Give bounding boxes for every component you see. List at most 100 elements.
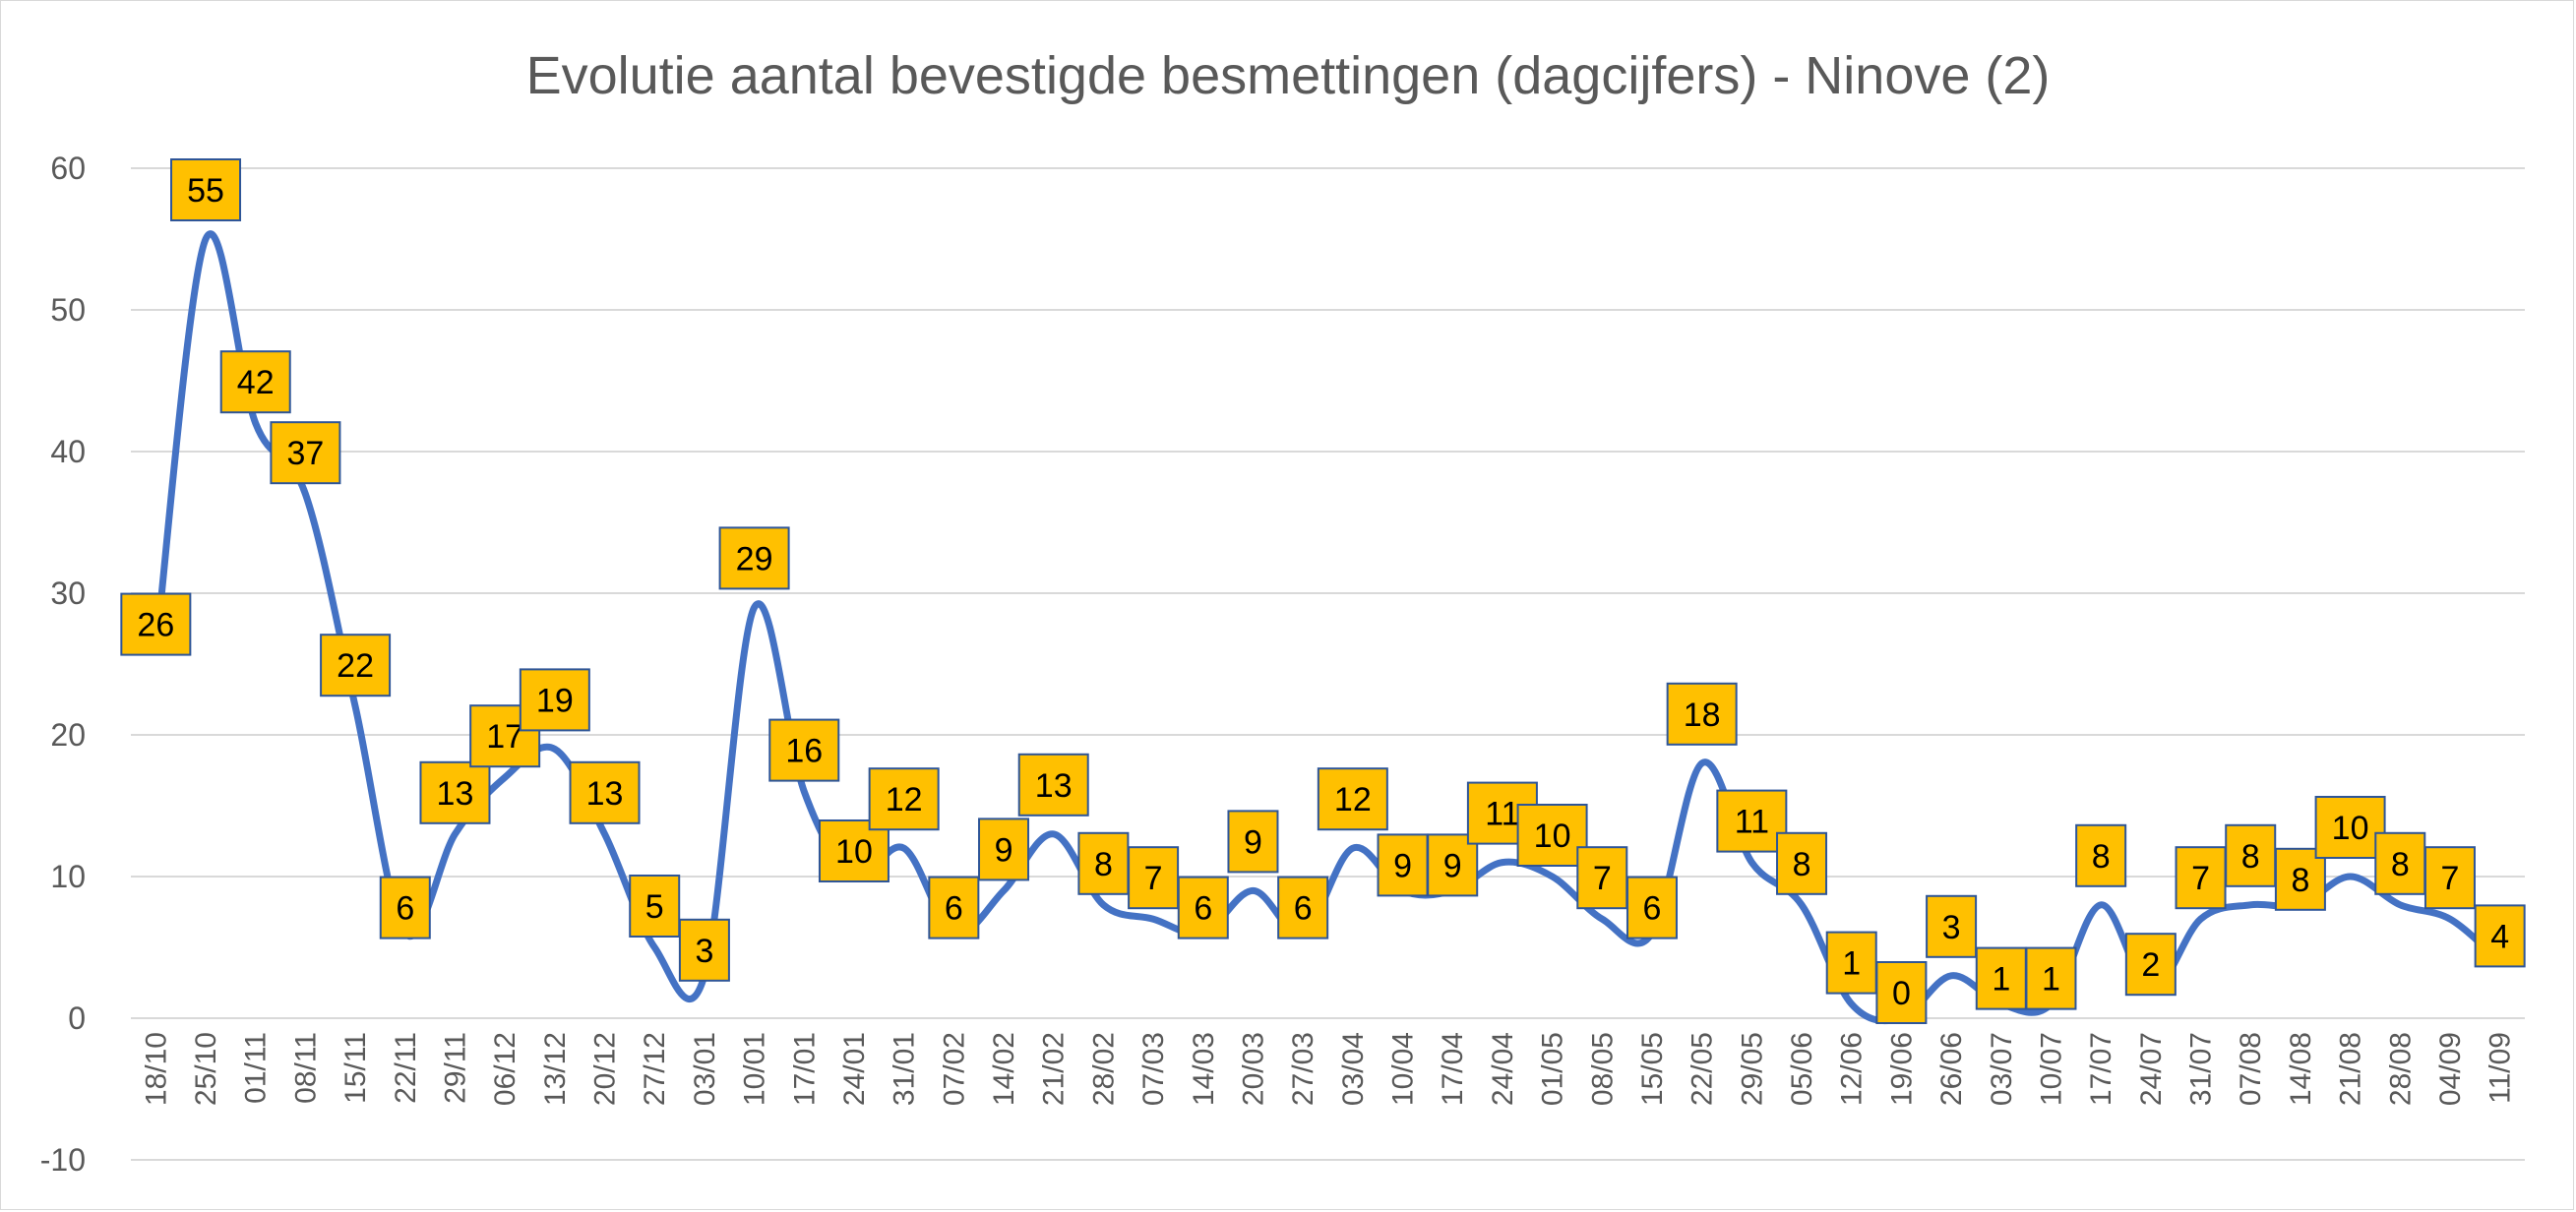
x-tick-label: 24/07 xyxy=(2135,1032,2168,1106)
x-tick-label: 14/08 xyxy=(2285,1032,2317,1106)
data-label-value: 13 xyxy=(586,775,624,813)
data-label-value: 26 xyxy=(137,607,174,644)
x-tick-label: 15/05 xyxy=(1636,1032,1669,1106)
x-tick-label: 27/12 xyxy=(639,1032,671,1106)
data-label-box xyxy=(1227,810,1279,874)
y-tick-label: 0 xyxy=(68,1000,86,1036)
data-label: 9 xyxy=(1227,810,1279,874)
data-label-value: 18 xyxy=(1684,697,1721,734)
data-label: 6 xyxy=(1277,876,1329,939)
data-label: 9 xyxy=(1427,833,1479,897)
data-label: 2 xyxy=(2124,933,2177,997)
x-tick-label: 13/12 xyxy=(539,1032,572,1106)
data-label-box xyxy=(2124,933,2177,997)
x-tick-label: 04/09 xyxy=(2434,1032,2467,1106)
x-tick-label: 24/04 xyxy=(1487,1032,1519,1106)
data-label-box xyxy=(1177,876,1229,939)
data-label-value: 12 xyxy=(886,781,923,818)
data-label-value: 10 xyxy=(1534,818,1571,855)
data-label-value: 4 xyxy=(2490,918,2509,955)
x-tick-label: 17/04 xyxy=(1437,1032,1469,1106)
data-label-box xyxy=(379,876,431,939)
x-tick-label: 26/06 xyxy=(1935,1032,1968,1106)
data-label: 0 xyxy=(1875,961,1928,1024)
data-label-value: 1 xyxy=(1842,945,1861,983)
x-tick-label: 01/05 xyxy=(1537,1032,1569,1106)
data-label-box xyxy=(469,704,541,768)
data-label-value: 12 xyxy=(1334,781,1372,818)
data-label: 10 xyxy=(1516,804,1588,867)
data-label-box xyxy=(2474,904,2526,968)
data-label-box xyxy=(1576,846,1628,910)
data-label-value: 6 xyxy=(1643,890,1662,928)
data-label-box xyxy=(678,918,730,982)
y-tick-label: 50 xyxy=(50,292,86,328)
x-tick-label: 03/04 xyxy=(1337,1032,1370,1106)
data-label-box xyxy=(1625,876,1678,939)
data-label-value: 3 xyxy=(695,933,713,970)
data-label: 13 xyxy=(569,760,641,824)
x-tick-label: 28/08 xyxy=(2384,1032,2417,1106)
data-label-value: 9 xyxy=(995,831,1013,869)
data-label-box xyxy=(569,760,641,824)
data-label-box xyxy=(1776,831,1828,895)
data-label: 9 xyxy=(1377,833,1429,897)
data-label-box xyxy=(170,158,242,221)
data-label: 8 xyxy=(2225,823,2277,887)
data-label-box xyxy=(1716,789,1788,853)
data-label-box xyxy=(1017,753,1089,817)
data-label-box xyxy=(928,876,980,939)
x-tick-label: 11/09 xyxy=(2484,1032,2517,1104)
data-label: 11 xyxy=(1716,789,1788,853)
data-label-box xyxy=(519,668,590,732)
data-label-value: 5 xyxy=(645,888,664,926)
x-tick-label: 05/06 xyxy=(1786,1032,1818,1106)
x-axis-tick-labels: 18/10 25/10 01/11 08/11 15/11 22/11 29/11 06/12… xyxy=(140,1032,2516,1106)
data-label-value: 9 xyxy=(1244,823,1262,861)
data-label: 5 xyxy=(629,875,681,938)
data-label-box xyxy=(629,875,681,938)
data-label-box xyxy=(1516,804,1588,867)
y-tick-label: 20 xyxy=(50,717,86,753)
data-label: 7 xyxy=(2175,846,2227,910)
data-label: 16 xyxy=(768,718,840,782)
data-label-value: 11 xyxy=(1735,804,1769,841)
data-label-box xyxy=(868,767,940,831)
data-label-value: 6 xyxy=(1194,890,1212,928)
data-label: 8 xyxy=(2075,823,2127,887)
data-label-box xyxy=(978,818,1030,881)
y-tick-label: 30 xyxy=(50,576,86,611)
data-label: 37 xyxy=(270,421,341,485)
data-label: 1 xyxy=(1825,931,1877,995)
data-label: 26 xyxy=(120,592,192,656)
data-label: 6 xyxy=(928,876,980,939)
x-tick-label: 22/05 xyxy=(1687,1032,1719,1106)
data-label: 9 xyxy=(978,818,1030,881)
data-label-value: 16 xyxy=(785,733,823,770)
x-tick-label: 29/05 xyxy=(1736,1032,1768,1106)
data-label: 18 xyxy=(1666,682,1738,746)
x-tick-label: 27/03 xyxy=(1287,1032,1319,1106)
data-label: 3 xyxy=(1926,894,1978,958)
data-label: 22 xyxy=(320,634,392,697)
data-label: 4 xyxy=(2474,904,2526,968)
x-tick-label: 19/06 xyxy=(1885,1032,1918,1106)
data-label-value: 2 xyxy=(2141,946,2160,984)
data-label-box xyxy=(2075,823,2127,887)
data-label-value: 37 xyxy=(286,435,324,472)
x-tick-label: 07/03 xyxy=(1137,1032,1170,1106)
data-label-value: 1 xyxy=(2042,961,2060,999)
x-tick-label: 08/11 xyxy=(289,1032,322,1104)
x-tick-label: 03/07 xyxy=(1986,1032,2018,1106)
data-label-value: 9 xyxy=(1393,847,1412,884)
data-label-box xyxy=(320,634,392,697)
x-tick-label: 10/07 xyxy=(2035,1032,2067,1106)
data-label: 19 xyxy=(519,668,590,732)
x-tick-label: 15/11 xyxy=(339,1032,372,1104)
data-label-box xyxy=(818,819,889,882)
data-label-value: 3 xyxy=(1942,909,1961,946)
x-tick-label: 21/08 xyxy=(2335,1032,2367,1106)
data-label-value: 8 xyxy=(2092,838,2111,876)
data-label-box xyxy=(1926,894,1978,958)
x-tick-label: 28/02 xyxy=(1087,1032,1120,1106)
